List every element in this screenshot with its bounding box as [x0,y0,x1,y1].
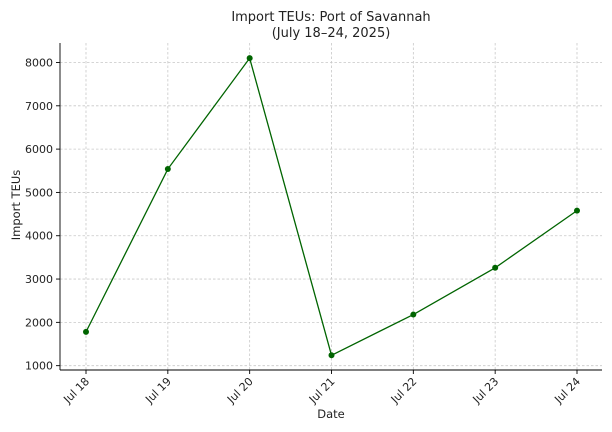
y-axis-ticks: 1000 2000 3000 4000 5000 6000 7000 8000 [25,56,60,373]
chart-title-line-2: (July 18–24, 2025) [272,26,391,41]
data-point [410,311,417,318]
data-point [492,264,499,271]
series-layer [83,55,580,359]
x-tick-label: Jul 22 [388,375,420,407]
x-tick-label: Jul 18 [60,375,92,407]
y-tick-label: 7000 [25,100,53,113]
axes [59,43,602,371]
data-point [328,352,335,359]
x-axis-ticks: Jul 18 Jul 19 Jul 20 Jul 21 Jul 22 Jul 23 Jul … [60,370,583,407]
grid-lines [60,43,602,370]
x-tick-label: Jul 23 [470,375,502,407]
y-tick-label: 8000 [25,56,53,69]
x-tick-label: Jul 19 [142,375,174,407]
data-point [246,55,253,62]
y-tick-label: 5000 [25,186,53,199]
data-point [574,207,580,214]
x-axis-label: Date [317,407,345,421]
data-point [83,328,89,335]
y-tick-label: 2000 [25,316,53,329]
data-point [164,166,171,173]
y-tick-label: 4000 [25,230,53,243]
y-tick-label: 6000 [25,143,53,156]
x-tick-label: Jul 21 [306,375,338,407]
chart-title-line-1: Import TEUs: Port of Savannah [231,10,430,25]
x-tick-label: Jul 24 [551,375,583,407]
x-tick-label: Jul 20 [224,375,256,407]
y-tick-label: 1000 [25,360,53,373]
y-axis-label: Import TEUs [9,170,23,241]
y-tick-label: 3000 [25,273,53,286]
